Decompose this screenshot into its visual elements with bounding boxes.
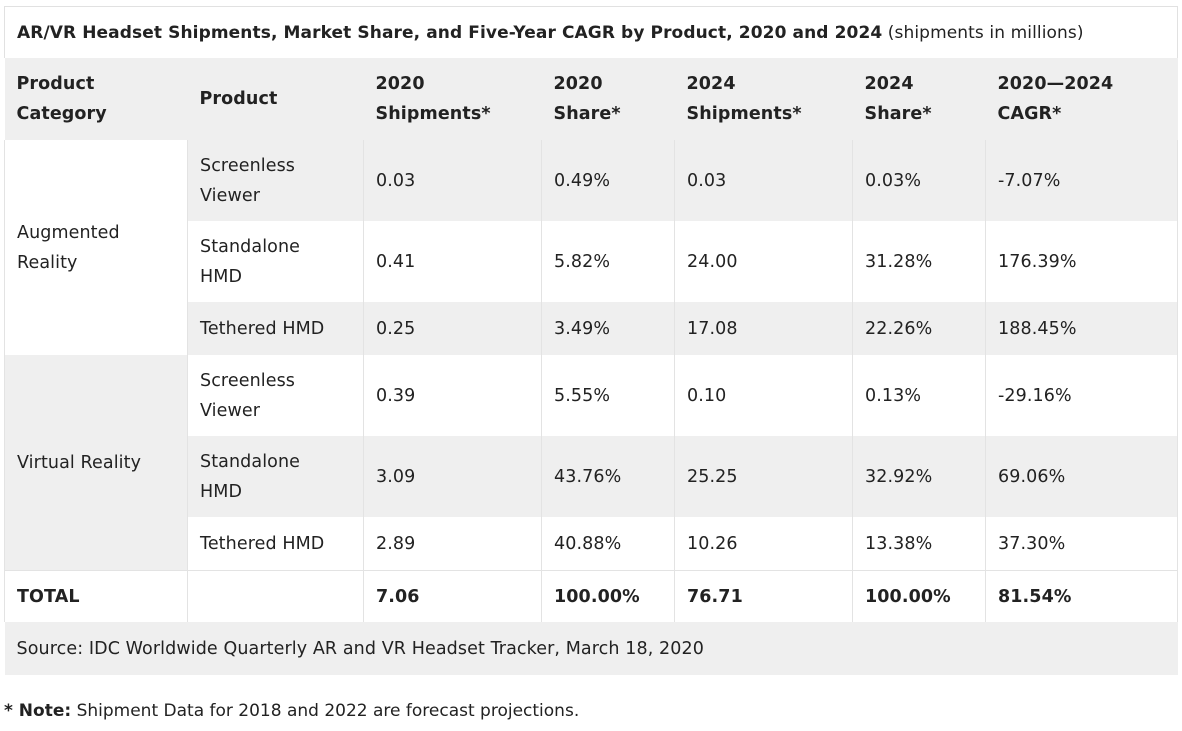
cell-line: Product [16,74,95,94]
cell-line: 2020 [375,74,425,94]
cell-line: CAGR* [997,104,1062,124]
cell-line: Viewer [200,400,261,421]
cell-2024-shipments: 17.08 [674,302,853,355]
cell-cagr: 37.30% [985,517,1179,571]
cell-2020-shipments: 0.39 [363,355,542,436]
cell-2020-share: 40.88% [541,517,675,571]
cell-2024-shipments: 0.03 [674,140,853,221]
table-title-main: AR/VR Headset Shipments, Market Share, a… [17,22,883,43]
total-cell-2020-shipments: 7.06 [363,570,542,622]
cell-category: Augmented Reality [4,140,188,355]
table-row: Augmented Reality Screenless Viewer 0.03 0.49… [4,140,1179,355]
cell-line: Standalone [200,451,301,472]
cell-product: Screenless Viewer [187,140,364,221]
cell-cagr: -7.07% [985,140,1179,221]
cell-cagr: -29.16% [985,355,1179,436]
cell-product [187,570,364,622]
cell-2020-share: 43.76% [541,436,675,517]
cell-2024-share: 0.03% [852,140,986,221]
table-title-units: (shipments in millions) [882,22,1084,43]
source-row: Source: IDC Worldwide Quarterly AR and V… [4,622,1178,675]
header-2020-shipments: 2020 Shipments* [363,58,542,140]
cell-product: Screenless Viewer [187,355,364,436]
cell-2020-share: 5.82% [541,221,675,302]
table-row: Standalone HMD 0.41 5.82% 24.00 31.28% 176.39% [5,221,1179,302]
cell-line: Product [199,89,278,109]
cell-2020-shipments: 0.25 [363,302,542,355]
table-row: Virtual Reality Screenless Viewer 0.39 5.55%… [4,355,1179,571]
cell-line: Reality [17,252,78,273]
footnote-text: Shipment Data for 2018 and 2022 are fore… [71,701,580,721]
cell-cagr: 176.39% [985,221,1179,302]
cell-line: Tethered HMD [200,318,325,339]
cell-line: HMD [200,481,243,502]
cell-2020-share: 0.49% [541,140,675,221]
header-product: Product [187,58,364,140]
header-product-category: Product Category [4,58,188,140]
footnote-prefix: * Note: [4,701,72,721]
header-2024-share: 2024 Share* [852,58,986,140]
table-title: AR/VR Headset Shipments, Market Share, a… [3,6,1179,58]
shipments-table: AR/VR Headset Shipments, Market Share, a… [3,6,1179,675]
table-row: Tethered HMD 0.25 3.49% 17.08 22.26% 188.45% [5,302,1179,355]
shipments-table-container: AR/VR Headset Shipments, Market Share, a… [3,6,1179,675]
cell-2024-share: 31.28% [852,221,986,302]
cell-category: Virtual Reality [4,355,188,571]
cell-2024-share: 22.26% [852,302,986,355]
total-label: TOTAL [4,570,188,622]
cell-product: Tethered HMD [187,302,364,355]
cell-2024-share: 0.13% [852,355,986,436]
cell-line: Screenless [200,155,296,176]
header-2024-shipments: 2024 Shipments* [674,58,853,140]
total-cell-2020-share: 100.00% [541,570,675,622]
cell-line: 2024 [864,74,914,94]
header-cagr: 2020—2024 CAGR* [985,58,1178,140]
cell-line: HMD [200,266,243,287]
footnote: * Note: Shipment Data for 2018 and 2022 … [4,699,579,723]
cell-line: Tethered HMD [200,533,325,554]
cell-2020-shipments: 0.03 [363,140,542,221]
cell-line: Augmented [17,222,120,243]
cell-line: 2024 [686,74,736,94]
cell-line: Standalone [200,236,301,257]
cell-2020-share: 3.49% [541,302,675,355]
table-row: Standalone HMD 3.09 43.76% 25.25 32.92% 69.06% [5,436,1179,517]
cell-line: Virtual Reality [17,452,142,473]
cell-2024-share: 13.38% [852,517,986,571]
cell-2024-shipments: 24.00 [674,221,853,302]
header-2020-share: 2020 Share* [541,58,675,140]
cell-product: Standalone HMD [187,436,364,517]
cell-2024-shipments: 10.26 [674,517,853,571]
cell-2024-shipments: 25.25 [674,436,853,517]
cell-line: Share* [553,104,621,124]
cell-2020-share: 5.55% [541,355,675,436]
cell-cagr: 188.45% [985,302,1179,355]
cell-line: Shipments* [686,104,802,124]
table-row: Tethered HMD 2.89 40.88% 10.26 13.38% 37.30% [5,517,1179,571]
source-text: Source: IDC Worldwide Quarterly AR and V… [4,622,1178,675]
cell-2024-share: 32.92% [852,436,986,517]
total-cell-2024-share: 100.00% [852,570,986,622]
cell-2020-shipments: 3.09 [363,436,542,517]
cell-line: Category [16,104,107,124]
total-row: TOTAL 7.06 100.00% 76.71 100.00% 81.54% [4,570,1179,622]
cell-2020-shipments: 2.89 [363,517,542,571]
total-cell-cagr: 81.54% [985,570,1179,622]
cell-line: 2020—2024 [997,74,1114,94]
cell-line: 2020 [553,74,603,94]
cell-line: Shipments* [375,104,491,124]
table-title-row: AR/VR Headset Shipments, Market Share, a… [3,6,1179,58]
cell-product: Tethered HMD [187,517,364,571]
cell-cagr: 69.06% [985,436,1179,517]
cell-line: Viewer [200,185,261,206]
cell-line: Screenless [200,370,296,391]
header-row: Product Category Product 2020 Shipments* 2020… [4,58,1178,140]
cell-2024-shipments: 0.10 [674,355,853,436]
total-cell-2024-shipments: 76.71 [674,570,853,622]
cell-product: Standalone HMD [187,221,364,302]
cell-2020-shipments: 0.41 [363,221,542,302]
cell-line: Share* [864,104,932,124]
